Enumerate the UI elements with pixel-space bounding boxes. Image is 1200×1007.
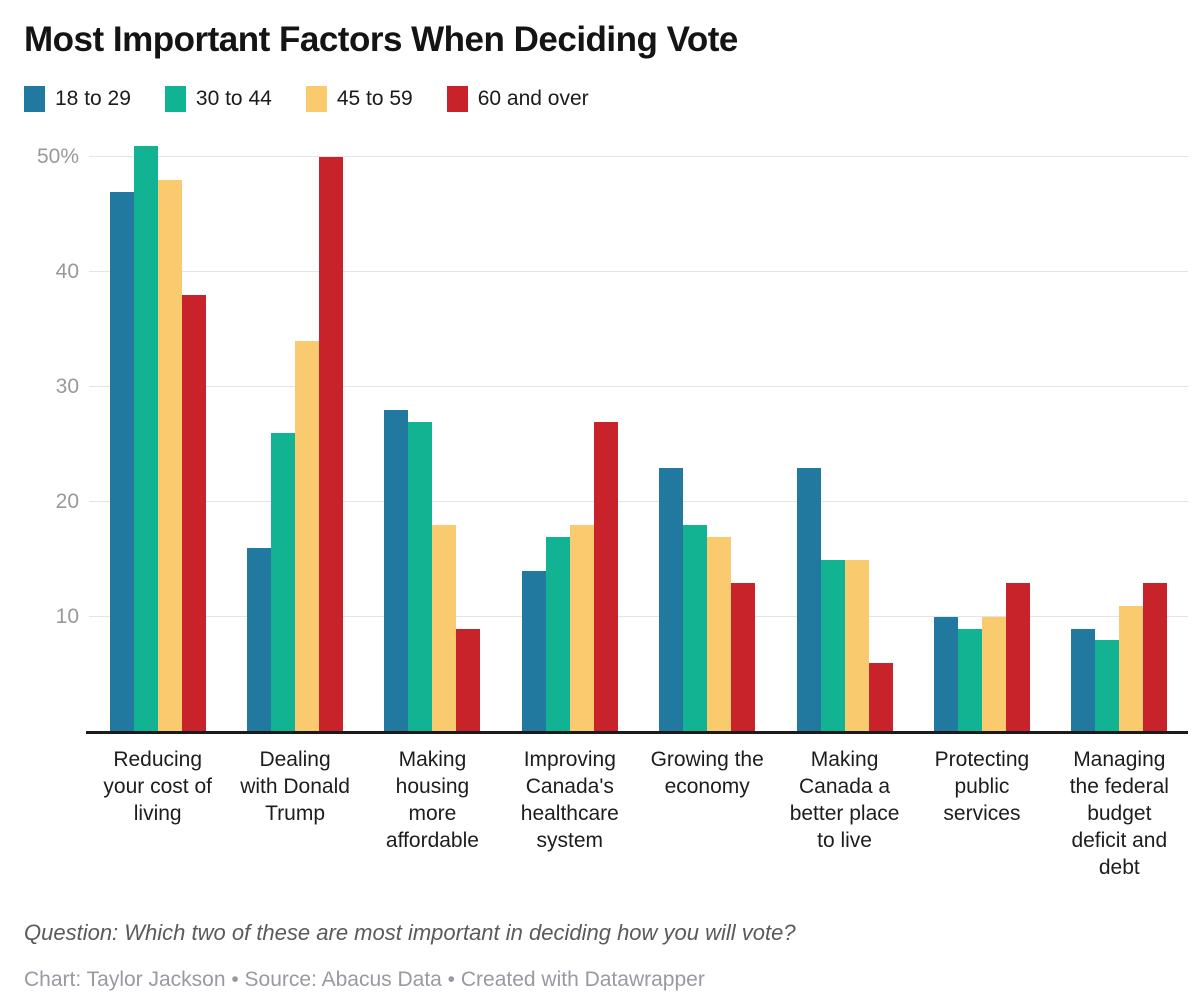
- bar: [247, 548, 272, 732]
- chart-footer: Question: Which two of these are most im…: [24, 920, 1176, 992]
- x-axis-category-label: Protecting public services: [934, 748, 1030, 825]
- x-axis-category-label: Making housing more affordable: [385, 748, 479, 852]
- bar-group: [89, 144, 226, 732]
- legend-label: 30 to 44: [195, 87, 272, 110]
- gridline: [89, 386, 1188, 387]
- bar: [1071, 628, 1096, 732]
- x-axis-category-label: Reducing your cost of living: [103, 748, 212, 825]
- question-note: Question: Which two of these are most im…: [24, 920, 796, 945]
- bar: [133, 145, 158, 732]
- bar-group: [1051, 144, 1188, 732]
- legend-label: 60 and over: [477, 87, 589, 110]
- legend: 18 to 29 30 to 44 45 to 59 60 and over: [24, 86, 1188, 112]
- bar-group: [364, 144, 501, 732]
- bar: [1143, 582, 1168, 732]
- bar: [957, 628, 982, 732]
- bar: [868, 663, 893, 732]
- bar: [432, 525, 457, 732]
- legend-swatch-icon: [24, 86, 45, 112]
- x-axis-category-label: Improving Canada's healthcare system: [520, 748, 619, 852]
- bar: [659, 467, 684, 732]
- bar: [181, 295, 206, 732]
- bar: [820, 559, 845, 732]
- bar: [1119, 605, 1144, 732]
- chart-title: Most Important Factors When Deciding Vot…: [24, 20, 738, 59]
- bar: [545, 536, 570, 732]
- bar: [109, 191, 134, 732]
- bar: [593, 421, 618, 732]
- y-axis-tick-label: 40: [55, 260, 79, 283]
- bar: [295, 341, 320, 732]
- legend-item: 30 to 44: [164, 86, 272, 112]
- bar: [1095, 640, 1120, 732]
- bar-group: [226, 144, 363, 732]
- bar-group: [913, 144, 1050, 732]
- legend-label: 18 to 29: [55, 87, 131, 110]
- plot-area: 10 20 30 40 50%: [37, 144, 1188, 734]
- bar: [707, 536, 732, 732]
- legend-swatch-icon: [305, 86, 327, 112]
- gridline: [89, 271, 1188, 272]
- bar: [796, 467, 821, 732]
- bar-group: [639, 144, 776, 732]
- y-axis-tick-label: 10: [55, 605, 79, 628]
- bar: [384, 410, 409, 732]
- legend-label: 45 to 59: [336, 87, 413, 110]
- bar: [157, 180, 182, 732]
- bar: [521, 571, 546, 732]
- bar: [731, 582, 756, 732]
- y-axis-tick-label: 50%: [36, 145, 79, 168]
- bar-groups: [89, 144, 1188, 732]
- bar: [933, 617, 958, 732]
- legend-item: 60 and over: [446, 86, 589, 112]
- legend-item: 18 to 29: [24, 86, 131, 112]
- bar: [271, 433, 296, 732]
- legend-item: 45 to 59: [305, 86, 413, 112]
- x-axis-category-label: Growing the economy: [650, 748, 764, 798]
- x-axis-category-label: Managing the federal budget deficit and …: [1069, 748, 1169, 879]
- gridline: [89, 156, 1188, 157]
- bar: [569, 525, 594, 732]
- y-axis-tick-label: 20: [55, 490, 79, 513]
- gridline: [89, 501, 1188, 502]
- x-axis-baseline: [86, 731, 1188, 734]
- credit-line: Chart: Taylor Jackson • Source: Abacus D…: [24, 968, 705, 991]
- x-axis-labels: Reducing your cost of living Dealing with…: [89, 746, 1188, 881]
- bar: [456, 628, 481, 732]
- legend-swatch-icon: [446, 86, 468, 112]
- bar-group: [776, 144, 913, 732]
- y-axis-tick-label: 30: [55, 375, 79, 398]
- bar-group: [501, 144, 638, 732]
- chart: 10 20 30 40 50% Reducing your cost of living…: [24, 132, 1188, 892]
- x-axis-category-label: Dealing with Donald Trump: [240, 748, 350, 825]
- gridline: [89, 616, 1188, 617]
- bar: [981, 617, 1006, 732]
- chart-page: Most Important Factors When Deciding Vot…: [24, 20, 1188, 991]
- x-axis-category-label: Making Canada a better place to live: [789, 748, 900, 852]
- bar: [844, 559, 869, 732]
- bar: [319, 157, 344, 732]
- bar: [683, 525, 708, 732]
- bar: [408, 421, 433, 732]
- legend-swatch-icon: [164, 86, 186, 112]
- bar: [1005, 582, 1030, 732]
